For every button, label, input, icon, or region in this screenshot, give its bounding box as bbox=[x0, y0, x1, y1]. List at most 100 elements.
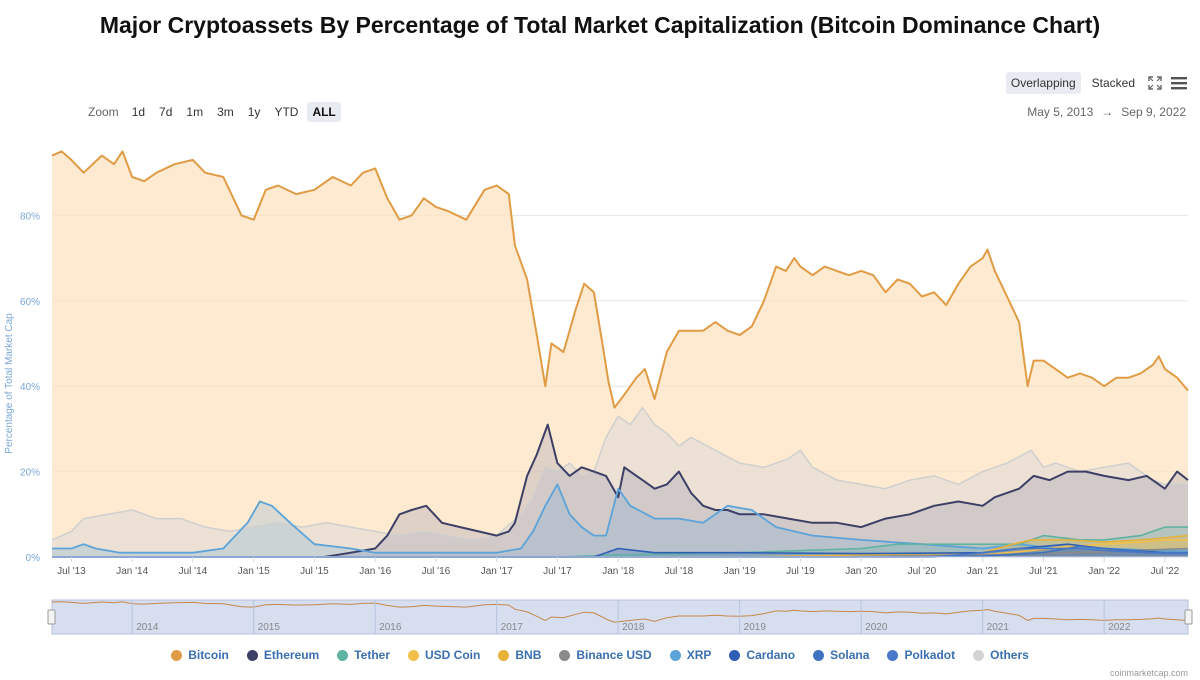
x-tick-label: Jul '20 bbox=[908, 566, 937, 577]
navigator-handle-right[interactable] bbox=[1184, 609, 1193, 625]
view-mode-toolbar: Overlapping Stacked bbox=[1005, 72, 1188, 94]
area-xrp bbox=[52, 484, 1188, 557]
navigator-window bbox=[51, 599, 1189, 635]
legend-label-polkadot: Polkadot bbox=[904, 648, 956, 662]
x-tick-label: Jul '22 bbox=[1151, 566, 1180, 577]
legend-item-bitcoin[interactable]: Bitcoin bbox=[171, 648, 229, 662]
legend-dot-cardano bbox=[729, 649, 741, 661]
area-others bbox=[52, 407, 1188, 557]
legend-label-tether: Tether bbox=[354, 648, 391, 662]
legend-label-others: Others bbox=[990, 648, 1029, 662]
navigator-handle-left[interactable] bbox=[47, 609, 56, 625]
navigator-year-label: 2017 bbox=[501, 622, 524, 633]
area-binanceusd bbox=[52, 548, 1188, 557]
x-tick-label: Jul '19 bbox=[786, 566, 815, 577]
legend-item-others[interactable]: Others bbox=[973, 648, 1029, 662]
y-tick-label: 40% bbox=[20, 382, 40, 393]
x-tick-label: Jan '18 bbox=[602, 566, 634, 577]
line-polkadot bbox=[52, 547, 1188, 558]
navigator-year-label: 2019 bbox=[744, 622, 767, 633]
date-range: May 5, 2013 → Sep 9, 2022 bbox=[1027, 105, 1186, 119]
legend-dot-bitcoin bbox=[171, 649, 183, 661]
line-xrp bbox=[52, 483, 1188, 554]
y-tick-label: 0% bbox=[26, 553, 41, 564]
x-tick-label: Jan '21 bbox=[967, 566, 999, 577]
legend-dot-usdcoin bbox=[408, 649, 420, 661]
zoom-toolbar: Zoom 1d 7d 1m 3m 1y YTD ALL bbox=[88, 102, 341, 122]
line-others bbox=[51, 406, 1188, 541]
navigator-line-bitcoin bbox=[51, 601, 1189, 623]
line-ethereum bbox=[52, 423, 1189, 558]
legend-label-ethereum: Ethereum bbox=[263, 648, 320, 662]
x-tick-label: Jul '17 bbox=[543, 566, 572, 577]
y-axis-label: Percentage of Total Market Cap bbox=[4, 313, 15, 454]
zoom-ytd-button[interactable]: YTD bbox=[274, 105, 299, 119]
legend-item-tether[interactable]: Tether bbox=[337, 648, 390, 662]
navigator-year-label: 2022 bbox=[1108, 622, 1131, 633]
x-tick-label: Jan '16 bbox=[359, 566, 391, 577]
legend-label-solana: Solana bbox=[830, 648, 870, 662]
expand-icon[interactable] bbox=[1146, 74, 1164, 92]
overlapping-button[interactable]: Overlapping bbox=[1005, 72, 1081, 94]
zoom-1y-button[interactable]: 1y bbox=[247, 105, 261, 119]
legend-item-xrp[interactable]: XRP bbox=[669, 648, 712, 662]
navigator-year-label: 2018 bbox=[622, 622, 645, 633]
x-tick-label: Jan '15 bbox=[238, 566, 270, 577]
date-range-to[interactable]: Sep 9, 2022 bbox=[1121, 105, 1186, 119]
legend-label-xrp: XRP bbox=[686, 648, 712, 662]
legend-label-bitcoin: Bitcoin bbox=[188, 648, 229, 662]
x-tick-label: Jul '15 bbox=[300, 566, 329, 577]
legend-dot-tether bbox=[337, 649, 349, 661]
y-tick-label: 80% bbox=[20, 211, 40, 222]
legend-dot-ethereum bbox=[246, 649, 258, 661]
zoom-label: Zoom bbox=[88, 105, 119, 119]
x-tick-label: Jul '13 bbox=[57, 566, 86, 577]
legend-item-cardano[interactable]: Cardano bbox=[729, 648, 795, 662]
legend-dot-binanceusd bbox=[559, 649, 571, 661]
line-bnb bbox=[52, 534, 1189, 558]
x-tick-label: Jan '22 bbox=[1088, 566, 1120, 577]
legend-dot-others bbox=[973, 649, 985, 661]
legend: Bitcoin Ethereum Tether USD Coin BNB Bin… bbox=[0, 648, 1200, 662]
legend-label-bnb: BNB bbox=[515, 648, 542, 662]
line-tether bbox=[52, 526, 1188, 558]
hamburger-menu-icon[interactable] bbox=[1170, 74, 1188, 92]
zoom-7d-button[interactable]: 7d bbox=[159, 105, 173, 119]
zoom-1m-button[interactable]: 1m bbox=[186, 105, 204, 119]
y-tick-label: 60% bbox=[20, 297, 40, 308]
x-tick-label: Jan '19 bbox=[724, 566, 756, 577]
dominance-chart: 0% 20% 40% 60% 80% Percentage of Total Market… bbox=[4, 150, 1193, 635]
stacked-button[interactable]: Stacked bbox=[1091, 76, 1135, 90]
legend-label-cardano: Cardano bbox=[746, 648, 796, 662]
line-bitcoin bbox=[51, 150, 1189, 409]
legend-item-usdcoin[interactable]: USD Coin bbox=[408, 648, 480, 662]
zoom-1d-button[interactable]: 1d bbox=[131, 105, 146, 119]
date-range-arrow: → bbox=[1101, 105, 1114, 119]
legend-item-binanceusd[interactable]: Binance USD bbox=[559, 648, 652, 662]
legend-item-ethereum[interactable]: Ethereum bbox=[246, 648, 320, 662]
area-bitcoin bbox=[52, 151, 1188, 557]
legend-item-bnb[interactable]: BNB bbox=[498, 648, 541, 662]
legend-label-binanceusd: Binance USD bbox=[576, 648, 652, 662]
x-tick-label: Jul '18 bbox=[665, 566, 694, 577]
legend-dot-polkadot bbox=[887, 649, 899, 661]
area-tether bbox=[52, 527, 1188, 557]
navigator-year-label: 2015 bbox=[258, 622, 281, 633]
legend-item-solana[interactable]: Solana bbox=[813, 648, 869, 662]
x-tick-label: Jul '21 bbox=[1029, 566, 1058, 577]
legend-dot-bnb bbox=[498, 649, 510, 661]
area-usdcoin bbox=[52, 539, 1188, 557]
legend-dot-xrp bbox=[669, 649, 681, 661]
date-range-from[interactable]: May 5, 2013 bbox=[1027, 105, 1094, 119]
legend-label-usdcoin: USD Coin bbox=[425, 648, 481, 662]
navigator-year-label: 2021 bbox=[987, 622, 1010, 633]
navigator-year-label: 2020 bbox=[865, 622, 888, 633]
legend-item-polkadot[interactable]: Polkadot bbox=[887, 648, 955, 662]
navigator-year-label: 2016 bbox=[379, 622, 402, 633]
y-tick-label: 20% bbox=[20, 468, 40, 479]
zoom-all-button[interactable]: ALL bbox=[307, 102, 341, 122]
area-bnb bbox=[52, 535, 1188, 557]
legend-dot-solana bbox=[813, 649, 825, 661]
chart-title: Major Cryptoassets By Percentage of Tota… bbox=[99, 12, 1101, 38]
zoom-3m-button[interactable]: 3m bbox=[217, 105, 234, 119]
